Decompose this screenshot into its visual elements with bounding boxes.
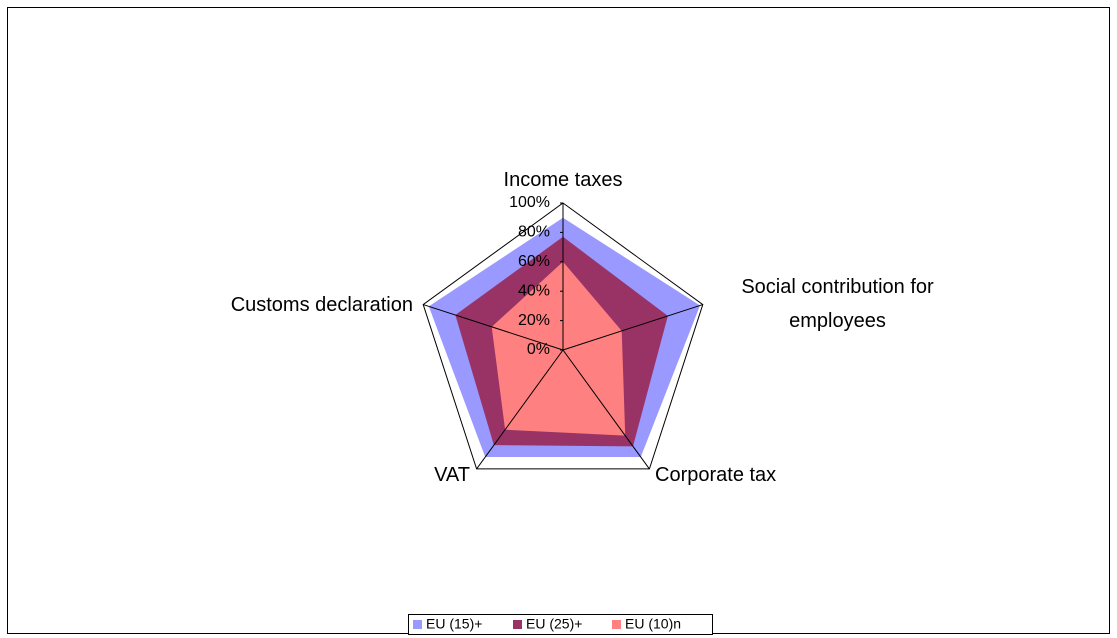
axis-line: [562, 304, 703, 351]
legend-swatch: [513, 620, 522, 629]
axis-line: [423, 304, 564, 351]
legend-label: EU (15)+: [426, 616, 482, 632]
tick-label: 20%: [518, 312, 550, 329]
tick-label: 60%: [518, 253, 550, 270]
legend-swatch: [413, 620, 422, 629]
category-label: VAT: [434, 464, 470, 486]
category-label: Customs declaration: [230, 294, 413, 316]
tick-label: 100%: [509, 194, 550, 211]
tick-label: 80%: [518, 224, 550, 241]
category-label: Income taxes: [503, 169, 623, 191]
legend-box: [408, 614, 713, 635]
tick-label: 40%: [518, 282, 550, 299]
category-label: Social contribution for employees: [741, 276, 934, 332]
grid-line: [422, 202, 704, 470]
tick-label: 0%: [527, 341, 550, 358]
legend-label: EU (25)+: [526, 616, 582, 632]
legend-swatch: [612, 620, 621, 629]
legend-label: EU (10)n: [625, 616, 681, 632]
category-label: Corporate tax: [655, 464, 777, 486]
axis-line: [562, 349, 650, 470]
axis-line: [476, 349, 564, 470]
